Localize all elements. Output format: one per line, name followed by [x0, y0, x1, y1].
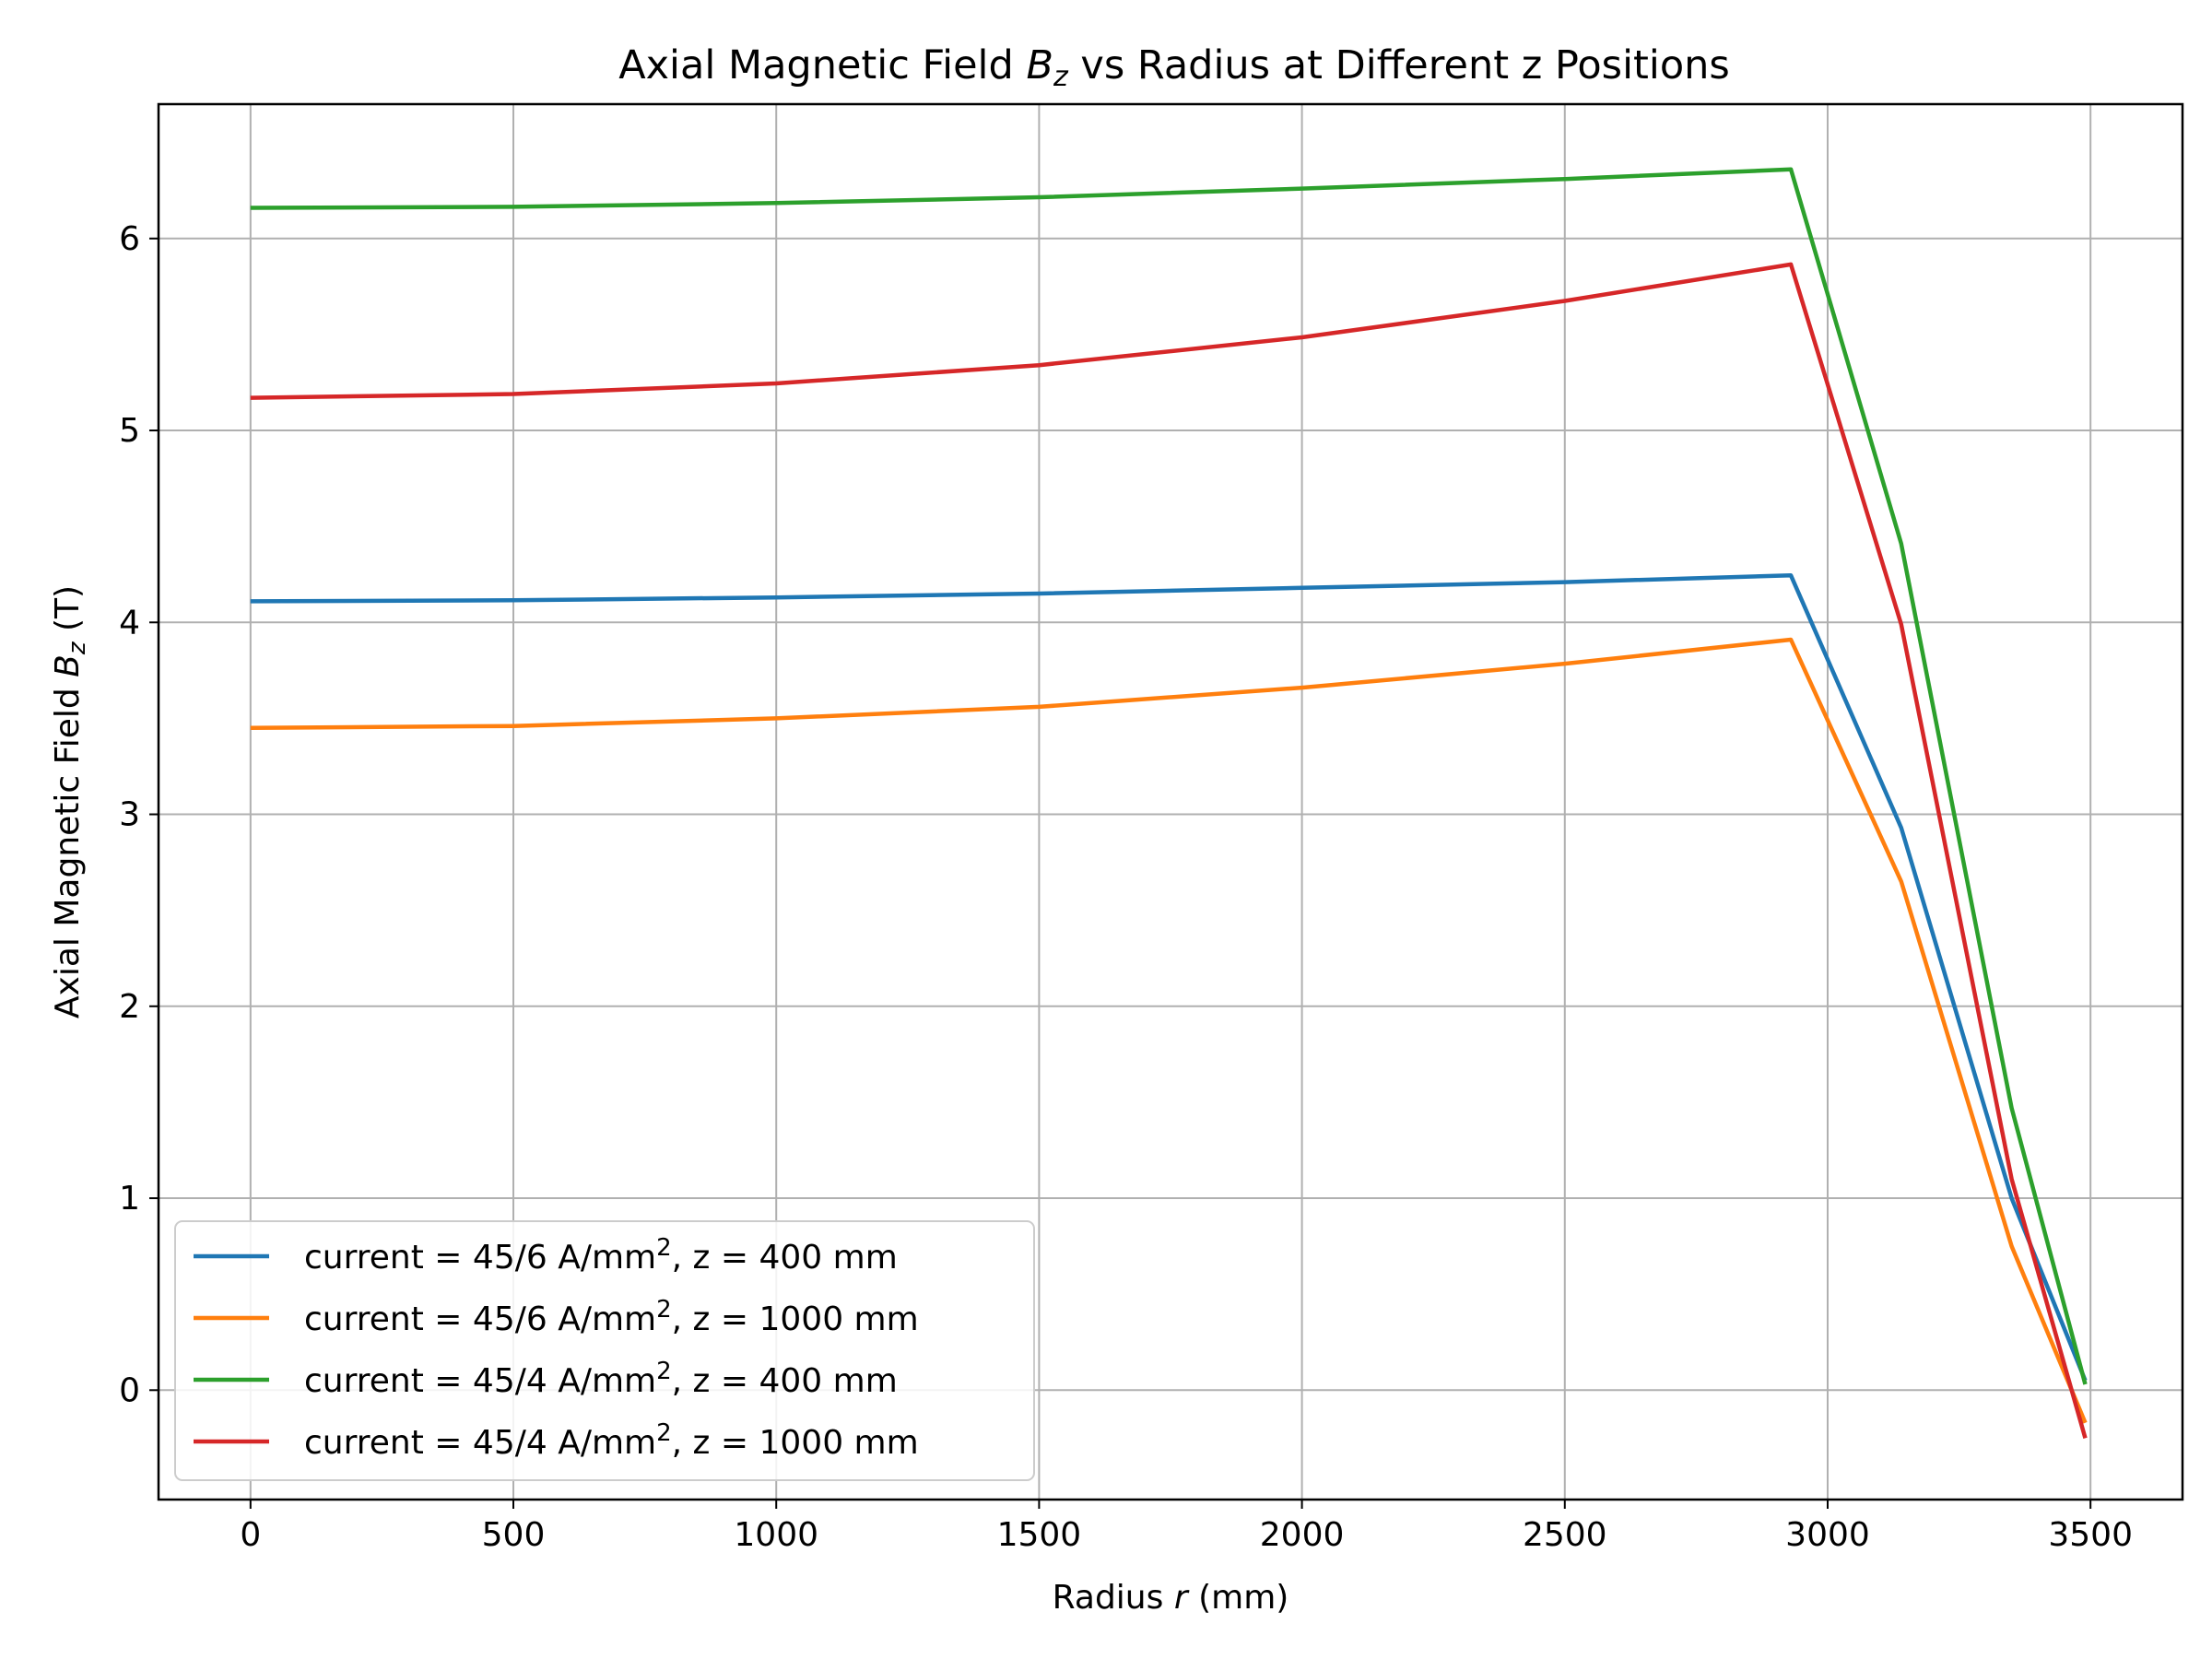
x-tick-label: 3000 — [1785, 1516, 1870, 1554]
chart-title-text: Axial Magnetic Field — [618, 42, 1026, 88]
x-tick-label: 500 — [482, 1516, 546, 1554]
x-axis-label: Radius r (mm) — [1053, 1579, 1289, 1617]
legend-label-3: current = 45/4 A/mm2, z = 400 mm — [304, 1358, 898, 1400]
x-axis-label-variable: r — [1174, 1579, 1190, 1617]
series-line-3 — [250, 167, 2088, 1385]
plot-frame — [157, 102, 2184, 1501]
x-tick-label: 2000 — [1260, 1516, 1345, 1554]
legend: current = 45/6 A/mm2, z = 400 mm current … — [174, 1220, 1035, 1481]
series-lines — [250, 167, 2088, 1440]
x-axis-ticks: 0 500 1000 1500 2000 2500 3000 3500 — [240, 1500, 2133, 1554]
y-tick-label: 4 — [119, 604, 140, 641]
y-tick-label: 1 — [119, 1180, 140, 1218]
x-tick-label: 1500 — [997, 1516, 1082, 1554]
chart-title: Axial Magnetic Field Bz vs Radius at Dif… — [618, 42, 1730, 93]
legend-box — [174, 1220, 1035, 1481]
y-axis-label-text: Axial Magnetic Field — [49, 677, 87, 1018]
chart-title-subscript: z — [1053, 61, 1069, 93]
series-line-2 — [250, 637, 2088, 1424]
x-tick-label: 1000 — [734, 1516, 818, 1554]
y-tick-label: 5 — [119, 412, 140, 450]
series-line-4 — [250, 262, 2088, 1440]
y-axis-label: Axial Magnetic Field Bz (T) — [49, 585, 91, 1018]
x-tick-label: 0 — [240, 1516, 261, 1554]
y-axis-label-subscript: z — [64, 641, 91, 655]
chart-title-suffix: vs Radius at Different z Positions — [1068, 42, 1730, 88]
y-tick-label: 3 — [119, 796, 140, 834]
x-tick-label: 3500 — [2048, 1516, 2133, 1554]
legend-label-4: current = 45/4 A/mm2, z = 1000 mm — [304, 1419, 919, 1462]
y-tick-label: 6 — [119, 220, 140, 258]
y-axis-ticks: 0 1 2 3 4 5 6 — [119, 220, 159, 1409]
x-axis-label-unit: (mm) — [1188, 1579, 1289, 1617]
y-axis-label-unit: (T) — [49, 585, 87, 642]
x-tick-label: 2500 — [1523, 1516, 1607, 1554]
legend-label-2: current = 45/6 A/mm2, z = 1000 mm — [304, 1296, 919, 1338]
series-line-1 — [250, 573, 2088, 1382]
y-tick-label: 2 — [119, 988, 140, 1026]
y-tick-label: 0 — [119, 1371, 140, 1409]
legend-label-1: current = 45/6 A/mm2, z = 400 mm — [304, 1234, 898, 1277]
chart-title-variable: B — [1026, 42, 1053, 88]
y-axis-label-variable: B — [49, 654, 87, 677]
x-axis-label-text: Radius — [1053, 1579, 1174, 1617]
